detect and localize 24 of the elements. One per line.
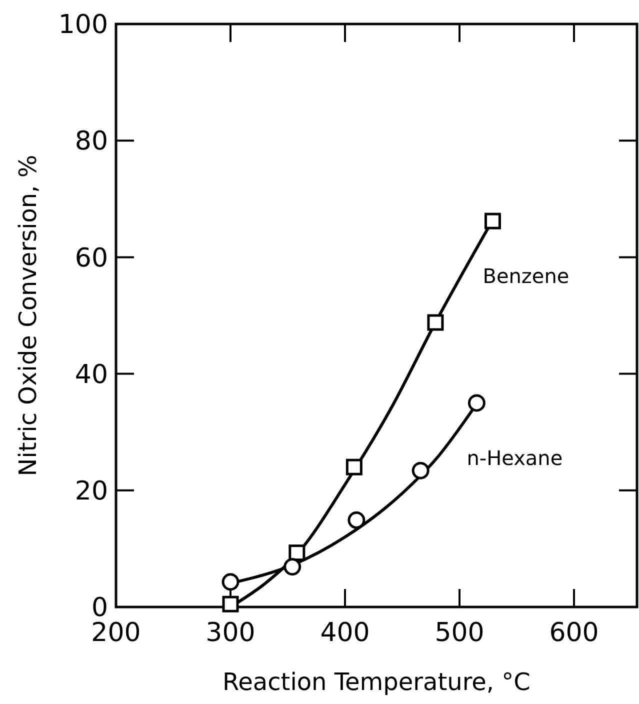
- point: [412, 462, 430, 480]
- y-tick-label: 60: [74, 243, 108, 274]
- series-label: n-Hexane: [466, 446, 563, 470]
- x-tick-label: 300: [206, 618, 256, 648]
- y-tick-label: 100: [58, 10, 108, 40]
- x-axis-title: Reaction Temperature, °C: [222, 668, 530, 696]
- point: [288, 544, 306, 562]
- point: [346, 458, 362, 476]
- series-label: Benzene: [482, 264, 570, 288]
- point: [468, 394, 486, 412]
- point: [284, 558, 302, 576]
- point: [222, 573, 240, 591]
- x-tick-label: 400: [320, 618, 370, 648]
- point: [348, 511, 366, 529]
- x-tick-label: 600: [549, 618, 599, 648]
- y-tick-label: 20: [74, 476, 108, 506]
- x-tick-label: 500: [434, 618, 484, 648]
- y-axis-title: Nitric Oxide Conversion, %: [14, 154, 42, 476]
- point: [484, 212, 501, 230]
- point: [427, 314, 444, 331]
- y-tick-label: 80: [74, 126, 108, 157]
- point: [222, 596, 239, 612]
- x-tick-label: 200: [91, 618, 141, 648]
- y-tick-label: 40: [74, 360, 108, 390]
